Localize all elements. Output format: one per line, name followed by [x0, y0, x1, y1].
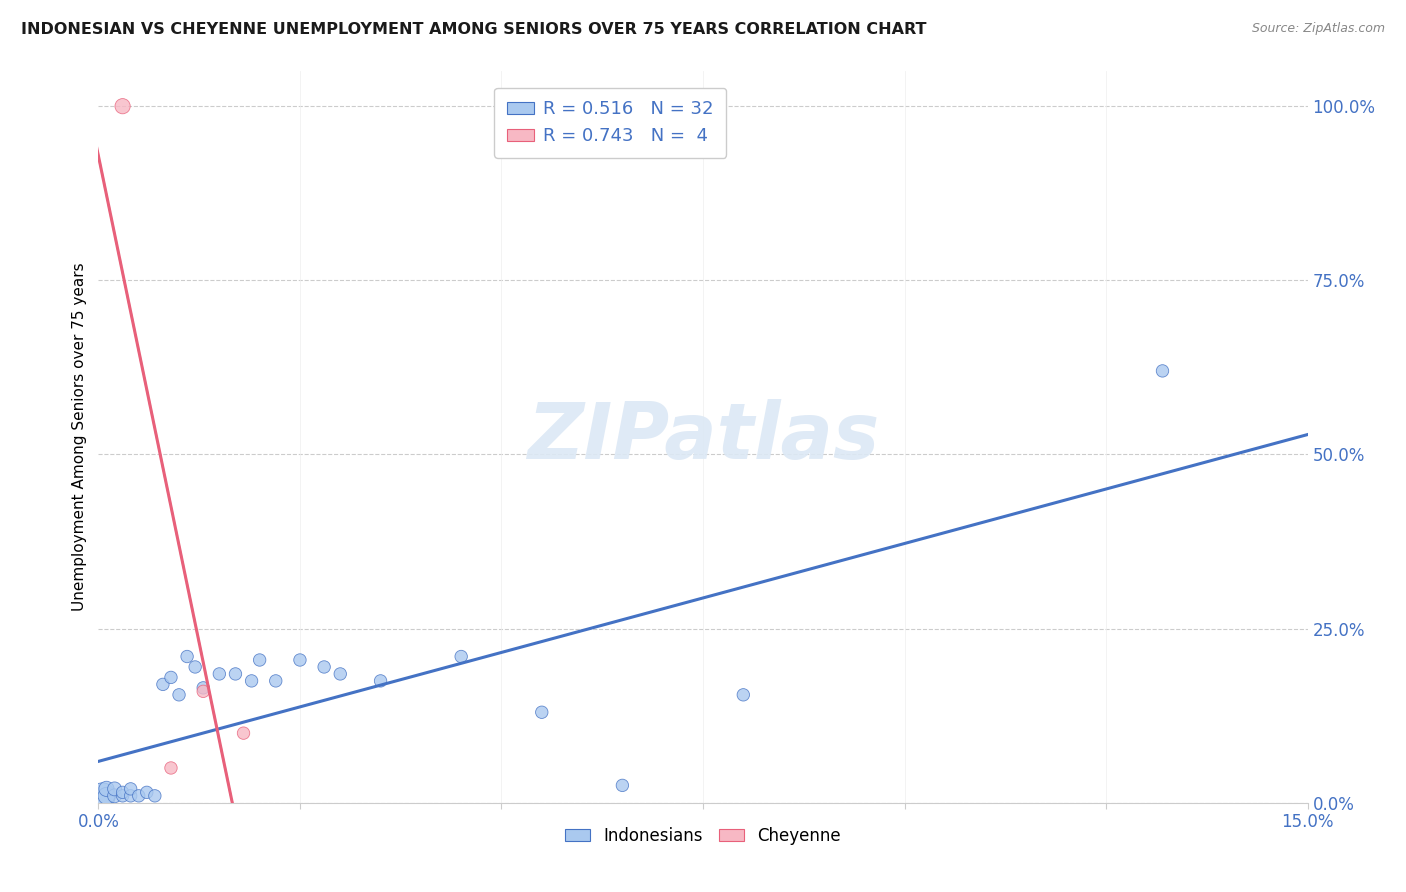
Point [232, 726, 254, 740]
Legend: Indonesians, Cheyenne: Indonesians, Cheyenne [557, 818, 849, 853]
Text: INDONESIAN VS CHEYENNE UNEMPLOYMENT AMONG SENIORS OVER 75 YEARS CORRELATION CHAR: INDONESIAN VS CHEYENNE UNEMPLOYMENT AMON… [21, 22, 927, 37]
Point [143, 789, 166, 803]
Point [111, 789, 134, 803]
Point [91, 789, 114, 803]
Point [128, 789, 150, 803]
Point [264, 673, 287, 688]
Point [176, 649, 198, 664]
Point [193, 681, 215, 695]
Point [111, 99, 134, 113]
Point [1152, 364, 1174, 378]
Point [370, 673, 392, 688]
Text: Source: ZipAtlas.com: Source: ZipAtlas.com [1251, 22, 1385, 36]
Point [120, 789, 142, 803]
Point [184, 660, 207, 674]
Point [450, 649, 472, 664]
Text: ZIPatlas: ZIPatlas [527, 399, 879, 475]
Y-axis label: Unemployment Among Seniors over 75 years: Unemployment Among Seniors over 75 years [72, 263, 87, 611]
Point [96, 781, 118, 796]
Point [111, 785, 134, 799]
Point [612, 778, 634, 792]
Point [160, 761, 183, 775]
Point [329, 667, 352, 681]
Point [288, 653, 311, 667]
Point [152, 677, 174, 691]
Point [208, 667, 231, 681]
Point [135, 785, 157, 799]
Point [120, 781, 142, 796]
Point [103, 781, 125, 796]
Point [249, 653, 271, 667]
Point [167, 688, 190, 702]
Point [103, 789, 125, 803]
Point [314, 660, 336, 674]
Point [733, 688, 755, 702]
Point [240, 673, 263, 688]
Point [224, 667, 246, 681]
Point [160, 670, 183, 684]
Point [193, 684, 215, 698]
Point [96, 789, 118, 803]
Point [530, 705, 553, 719]
